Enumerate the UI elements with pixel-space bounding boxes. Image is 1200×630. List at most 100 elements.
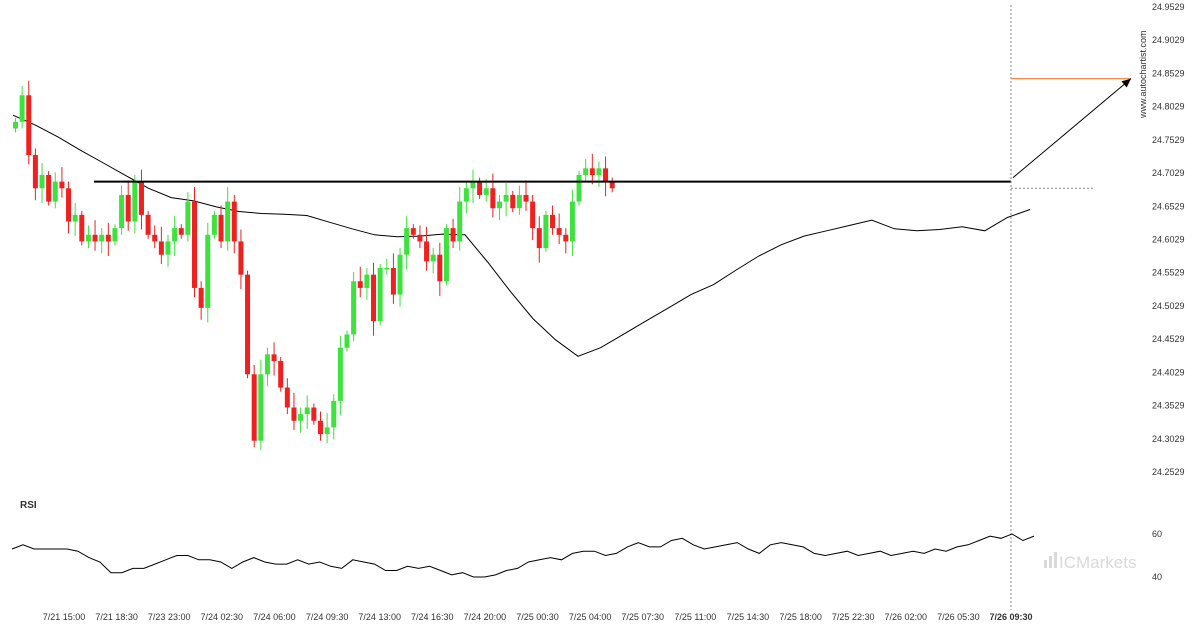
price-tick-label: 24.7529 — [1152, 135, 1185, 145]
candle — [510, 190, 516, 213]
moving-average-line — [12, 114, 1031, 357]
candle — [609, 177, 615, 193]
time-tick-label: 7/25 11:00 — [674, 612, 716, 622]
candle — [105, 222, 111, 257]
logo-bars-icon — [1044, 552, 1057, 568]
candle — [503, 182, 509, 217]
time-tick-label: 7/26 05:30 — [937, 612, 980, 622]
candle — [603, 156, 609, 197]
time-tick-label: 7/24 20:00 — [464, 612, 507, 622]
price-tick-label: 24.8029 — [1152, 102, 1185, 112]
candle — [59, 167, 65, 198]
time-tick-label: 7/25 04:00 — [569, 612, 612, 622]
price-tick-label: 24.5029 — [1152, 301, 1185, 311]
candle — [52, 172, 58, 209]
time-tick-label: 7/26 09:30 — [989, 612, 1032, 622]
candle — [543, 210, 549, 253]
candle — [264, 347, 270, 387]
candle — [563, 228, 569, 254]
candle — [357, 266, 363, 298]
time-axis: 7/21 15:00 7/21 18:30 7/23 23:00 7/24 02:30… — [43, 612, 1033, 622]
candle — [516, 185, 522, 215]
candle — [437, 242, 443, 296]
candle — [344, 330, 350, 352]
price-tick-label: 24.3529 — [1152, 401, 1185, 411]
price-tick-label: 24.3029 — [1152, 434, 1185, 444]
candle — [569, 189, 575, 257]
candle — [550, 205, 556, 235]
candle — [245, 270, 251, 379]
candle — [384, 258, 390, 275]
price-tick-label: 24.6029 — [1152, 235, 1185, 245]
candle — [530, 194, 536, 241]
candle — [165, 234, 171, 267]
moving-average — [12, 114, 1031, 357]
price-axis: 24.9529 24.9029 24.8529 24.8029 24.7529 24.70… — [1152, 2, 1185, 477]
time-tick-label: 7/26 02:00 — [885, 612, 928, 622]
candle — [556, 213, 562, 245]
candle — [424, 226, 430, 271]
price-tick-label: 24.9029 — [1152, 35, 1185, 45]
candle — [218, 205, 224, 249]
candle — [39, 163, 45, 203]
candle — [99, 228, 105, 254]
candle — [410, 224, 416, 239]
candle — [192, 186, 198, 298]
time-tick-label: 7/24 13:00 — [358, 612, 401, 622]
candle — [371, 262, 377, 336]
time-tick-label: 7/25 22:30 — [832, 612, 875, 622]
price-tick-label: 24.4029 — [1152, 367, 1185, 377]
time-tick-label: 7/21 18:30 — [95, 612, 138, 622]
candle — [85, 225, 91, 249]
candle — [583, 159, 589, 182]
candle — [238, 229, 244, 290]
candle — [390, 253, 396, 304]
candle — [337, 335, 343, 416]
time-tick-label: 7/25 00:30 — [516, 612, 559, 622]
candle — [225, 186, 231, 251]
price-tick-label: 24.2529 — [1152, 467, 1185, 477]
rsi-tick-label: 60 — [1152, 529, 1162, 539]
candle — [205, 222, 211, 323]
candle — [172, 216, 178, 257]
candle — [331, 394, 337, 440]
candle — [138, 169, 144, 230]
time-tick-label: 7/24 09:30 — [306, 612, 349, 622]
time-tick-label: 7/24 06:00 — [253, 612, 296, 622]
candle — [231, 194, 237, 254]
candle — [536, 216, 542, 263]
rsi-line — [11, 533, 1035, 578]
icmarkets-logo: ICMarkets — [1044, 552, 1136, 572]
candle — [112, 224, 118, 246]
watermark-text: www.autochartist.com — [1138, 30, 1148, 119]
candle — [271, 342, 277, 376]
candle — [211, 210, 217, 239]
candle — [32, 148, 38, 201]
price-tick-label: 24.7029 — [1152, 168, 1185, 178]
rsi-title: RSI — [20, 500, 37, 511]
candle — [377, 264, 383, 326]
candle — [324, 412, 330, 444]
candle — [596, 161, 602, 187]
candle — [351, 271, 357, 342]
candle — [125, 180, 131, 231]
candle — [463, 181, 469, 214]
candle — [119, 185, 125, 235]
candle — [92, 220, 98, 251]
candlestick-series — [13, 80, 615, 451]
time-tick-label: 7/25 07:30 — [621, 612, 664, 622]
candle — [576, 171, 582, 206]
candle — [291, 392, 297, 431]
candle — [298, 407, 304, 433]
rsi-tick-label: 40 — [1152, 572, 1162, 582]
candle — [417, 225, 423, 249]
candle — [457, 186, 463, 251]
candle — [278, 357, 284, 392]
time-tick-label: 7/24 16:30 — [411, 612, 454, 622]
candle — [13, 117, 18, 133]
rsi-axis: 60 40 — [1152, 529, 1162, 582]
time-tick-label: 7/21 15:00 — [43, 612, 86, 622]
candle — [589, 153, 595, 185]
